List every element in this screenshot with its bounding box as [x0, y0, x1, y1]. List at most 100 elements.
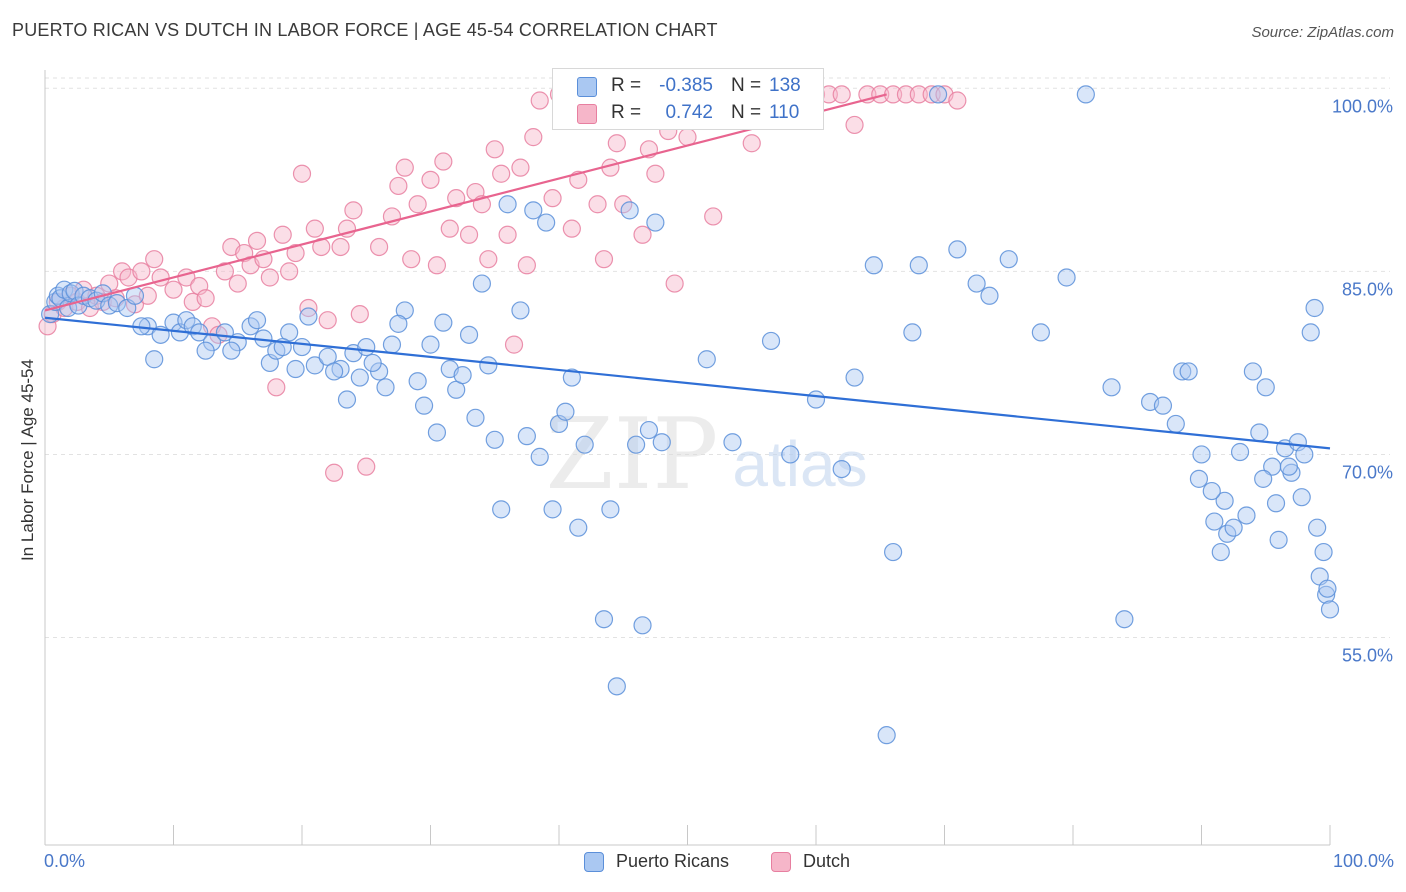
data-point — [344, 201, 363, 220]
data-point — [427, 256, 447, 275]
bottom-legend: Puerto Ricans Dutch — [0, 851, 1406, 877]
data-point — [1115, 610, 1134, 629]
data-point — [556, 402, 575, 421]
data-point — [1173, 362, 1192, 381]
data-point — [742, 134, 761, 153]
n-label: N = — [731, 102, 762, 123]
data-point — [575, 435, 594, 454]
data-point — [1292, 488, 1311, 507]
data-point — [286, 359, 305, 379]
data-point — [1211, 542, 1230, 562]
n-value: 138 — [769, 75, 801, 96]
data-point — [434, 152, 453, 171]
data-point — [1031, 323, 1050, 342]
legend-item-puerto-ricans[interactable]: Puerto Ricans — [584, 851, 729, 872]
y-tick-label: 55.0% — [1342, 646, 1393, 666]
data-point — [1076, 85, 1095, 104]
data-point — [1269, 530, 1288, 549]
grid-lines — [45, 77, 1390, 639]
legend-label-dutch: Dutch — [803, 851, 851, 871]
data-point — [607, 677, 626, 696]
data-point — [530, 91, 549, 110]
swatch-puerto-ricans — [577, 77, 597, 97]
data-point — [492, 500, 511, 519]
data-point — [1057, 268, 1076, 287]
data-point — [222, 341, 241, 360]
data-point — [260, 268, 279, 287]
data-point — [832, 459, 851, 479]
data-point — [1237, 506, 1256, 525]
data-point — [562, 219, 581, 238]
data-point — [909, 85, 928, 104]
data-point — [498, 195, 517, 214]
data-point — [1318, 579, 1337, 598]
data-point — [453, 366, 472, 385]
series-dutch — [38, 85, 967, 482]
stats-row-puerto-ricans: R = -0.385 N = 138 — [553, 73, 823, 101]
data-point — [357, 337, 376, 357]
data-point — [704, 207, 723, 226]
data-point — [723, 433, 742, 452]
r-value: 0.742 — [665, 102, 713, 123]
data-point — [524, 128, 543, 147]
data-point — [511, 158, 530, 177]
data-point — [999, 250, 1018, 269]
data-point — [633, 225, 652, 244]
stats-legend: R = -0.385 N = 138 R = 0.742 N = 110 — [552, 68, 824, 130]
data-point — [414, 396, 434, 415]
x-tick-label-min: 0.0% — [44, 851, 86, 871]
data-point — [903, 323, 922, 342]
data-point — [877, 726, 896, 745]
legend-item-dutch[interactable]: Dutch — [771, 851, 850, 872]
data-point — [1179, 362, 1198, 381]
data-point — [196, 289, 215, 308]
data-point — [1266, 494, 1286, 513]
data-point — [459, 325, 479, 344]
legend-swatch-puerto-ricans — [584, 851, 604, 872]
stats-row-dutch: R = 0.742 N = 110 — [553, 100, 823, 128]
watermark: ZIP atlas — [546, 398, 868, 512]
data-point — [421, 335, 440, 354]
data-point — [588, 195, 607, 214]
data-point — [1317, 585, 1336, 604]
legend-label-puerto-ricans: Puerto Ricans — [616, 851, 730, 871]
data-point — [601, 500, 620, 519]
data-point — [1202, 481, 1221, 501]
data-point — [325, 463, 344, 482]
data-point — [1256, 378, 1275, 397]
data-point — [530, 447, 549, 466]
r-label: R = — [611, 102, 642, 123]
data-point — [864, 256, 883, 275]
data-point — [408, 372, 427, 391]
data-point — [382, 335, 402, 354]
data-point — [517, 256, 536, 275]
data-point — [761, 331, 781, 351]
data-point — [337, 390, 357, 409]
y-tick-label: 100.0% — [1332, 96, 1393, 116]
data-point — [543, 500, 562, 519]
data-point — [928, 85, 948, 104]
data-point — [370, 237, 389, 257]
watermark-atlas: atlas — [732, 428, 867, 500]
source-label: Source: ZipAtlas.com — [1251, 24, 1394, 41]
data-point — [1215, 491, 1234, 510]
data-point — [498, 225, 517, 244]
data-point — [1295, 445, 1314, 464]
axes — [44, 70, 1331, 846]
data-point — [427, 423, 447, 442]
data-point — [1189, 469, 1209, 488]
data-point — [151, 268, 170, 287]
trend-line-puerto-ricans — [44, 316, 1331, 450]
r-label: R = — [611, 75, 642, 96]
data-point — [479, 356, 498, 375]
data-point — [665, 274, 684, 293]
data-point — [639, 420, 659, 440]
data-point — [781, 445, 800, 464]
data-point — [909, 256, 928, 275]
data-point — [145, 350, 164, 369]
data-point — [1243, 362, 1263, 381]
data-point — [896, 85, 916, 104]
data-point — [247, 231, 267, 250]
data-point — [697, 350, 716, 369]
data-point — [871, 85, 890, 104]
